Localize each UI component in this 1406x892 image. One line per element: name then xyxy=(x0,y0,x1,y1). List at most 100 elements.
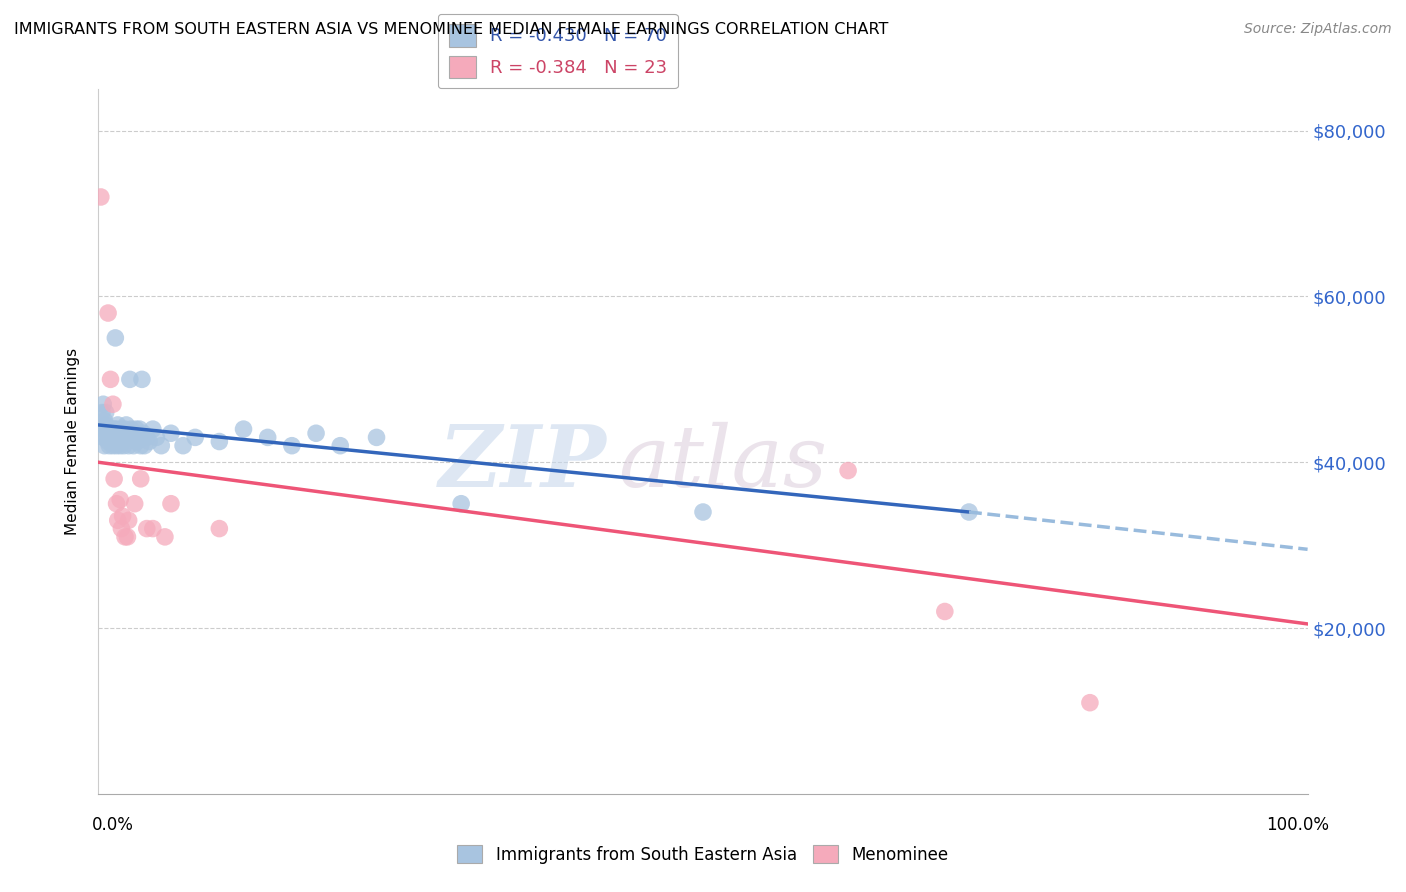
Point xyxy=(100,422,122,436)
Point xyxy=(135,430,157,444)
Text: atlas: atlas xyxy=(619,421,828,504)
Point xyxy=(114,422,136,436)
Point xyxy=(101,439,124,453)
Point xyxy=(94,405,117,419)
Point xyxy=(692,505,714,519)
Point xyxy=(131,372,153,386)
Point xyxy=(93,439,115,453)
Point xyxy=(91,430,114,444)
Point xyxy=(122,439,145,453)
Legend: R = -0.430   N = 70, R = -0.384   N = 23: R = -0.430 N = 70, R = -0.384 N = 23 xyxy=(437,13,678,88)
Point xyxy=(127,430,149,444)
Point xyxy=(184,430,207,444)
Point xyxy=(125,422,148,436)
Point xyxy=(305,426,328,441)
Text: IMMIGRANTS FROM SOUTH EASTERN ASIA VS MENOMINEE MEDIAN FEMALE EARNINGS CORRELATI: IMMIGRANTS FROM SOUTH EASTERN ASIA VS ME… xyxy=(14,22,889,37)
Y-axis label: Median Female Earnings: Median Female Earnings xyxy=(65,348,80,535)
Point xyxy=(96,422,118,436)
Point xyxy=(114,530,136,544)
Point xyxy=(145,430,167,444)
Point xyxy=(90,190,112,204)
Point xyxy=(110,422,132,436)
Point xyxy=(101,430,124,444)
Point xyxy=(329,439,352,453)
Point xyxy=(121,426,143,441)
Point xyxy=(100,422,122,436)
Point xyxy=(110,430,132,444)
Point xyxy=(124,430,146,444)
Point xyxy=(103,426,125,441)
Point xyxy=(111,509,134,524)
Point xyxy=(208,434,231,449)
Point xyxy=(98,439,121,453)
Point xyxy=(112,439,135,453)
Point xyxy=(172,439,194,453)
Point xyxy=(91,397,114,411)
Point xyxy=(100,426,122,441)
Point xyxy=(450,497,472,511)
Point xyxy=(128,422,150,436)
Point xyxy=(104,331,127,345)
Point xyxy=(232,422,254,436)
Point xyxy=(111,434,134,449)
Point xyxy=(94,417,117,432)
Point xyxy=(114,430,136,444)
Point xyxy=(100,372,122,386)
Point xyxy=(97,422,120,436)
Point xyxy=(105,497,128,511)
Point xyxy=(129,439,152,453)
Point xyxy=(103,422,125,436)
Point xyxy=(124,497,146,511)
Point xyxy=(160,497,183,511)
Point xyxy=(108,430,131,444)
Point xyxy=(91,405,114,419)
Point xyxy=(107,417,129,432)
Point xyxy=(135,522,157,536)
Point xyxy=(97,306,120,320)
Text: ZIP: ZIP xyxy=(439,421,606,505)
Point xyxy=(108,439,131,453)
Point xyxy=(142,522,165,536)
Point xyxy=(127,434,149,449)
Text: 0.0%: 0.0% xyxy=(91,816,134,834)
Point xyxy=(105,439,128,453)
Point xyxy=(934,605,956,619)
Point xyxy=(108,492,131,507)
Point xyxy=(96,430,118,444)
Point xyxy=(118,513,141,527)
Point xyxy=(1078,696,1101,710)
Point xyxy=(108,434,131,449)
Text: Source: ZipAtlas.com: Source: ZipAtlas.com xyxy=(1244,22,1392,37)
Point xyxy=(115,417,138,432)
Point xyxy=(90,422,112,436)
Point xyxy=(150,439,173,453)
Point xyxy=(132,426,155,441)
Point xyxy=(118,439,141,453)
Point xyxy=(110,522,132,536)
Point xyxy=(120,422,142,436)
Legend: Immigrants from South Eastern Asia, Menominee: Immigrants from South Eastern Asia, Meno… xyxy=(450,838,956,871)
Point xyxy=(134,439,156,453)
Point xyxy=(153,530,176,544)
Point xyxy=(103,472,125,486)
Point xyxy=(957,505,980,519)
Point xyxy=(138,434,160,449)
Point xyxy=(281,439,304,453)
Text: 100.0%: 100.0% xyxy=(1265,816,1329,834)
Point xyxy=(107,430,129,444)
Point xyxy=(105,422,128,436)
Point xyxy=(93,414,115,428)
Point xyxy=(98,426,121,441)
Point xyxy=(142,422,165,436)
Point xyxy=(100,430,122,444)
Point xyxy=(837,464,859,478)
Point xyxy=(101,397,124,411)
Point xyxy=(160,426,183,441)
Point xyxy=(118,372,141,386)
Point xyxy=(256,430,278,444)
Point xyxy=(97,434,120,449)
Point xyxy=(117,430,139,444)
Point xyxy=(117,530,139,544)
Point xyxy=(107,513,129,527)
Point xyxy=(208,522,231,536)
